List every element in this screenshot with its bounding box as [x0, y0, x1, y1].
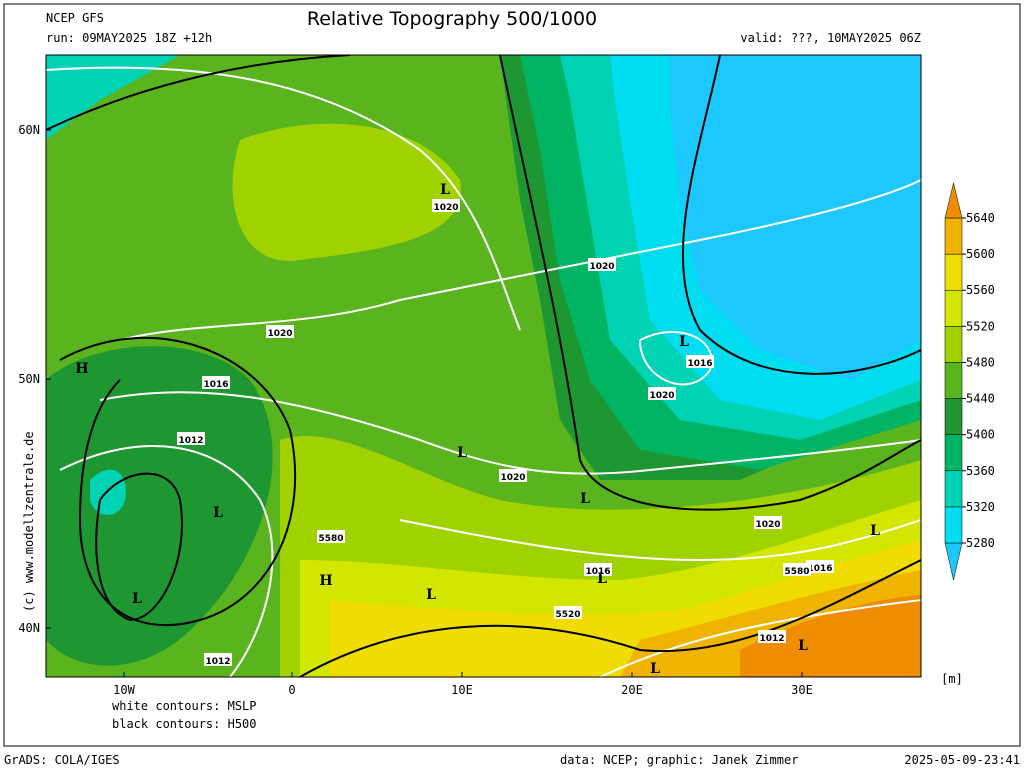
run: run: 09MAY2025 18Z +12h: [46, 31, 212, 45]
contour-label-box: [754, 516, 782, 529]
title: Relative Topography 500/1000: [307, 8, 597, 30]
contour-label: 1020: [755, 520, 780, 530]
colorbar-segment: [944, 217, 963, 255]
colorbar-segment: [944, 326, 963, 363]
lon-label: 20E: [621, 683, 643, 697]
colorbar-label: 5320: [966, 500, 995, 514]
pressure-center: L: [679, 334, 689, 350]
lat-label: 40N: [18, 621, 40, 635]
pressure-center: L: [213, 505, 223, 521]
contour-label-box: [317, 530, 345, 543]
colorbar-label: 5520: [966, 319, 995, 333]
contour-label-box: [588, 258, 616, 271]
pressure-center: H: [319, 573, 332, 589]
contour-label-box: [686, 355, 714, 368]
model: NCEP GFS: [46, 11, 104, 25]
contour-label-box: [806, 560, 834, 573]
colorbar-label: 5600: [966, 247, 995, 261]
contour-label: 5520: [555, 610, 580, 620]
contour-label: 5580: [784, 567, 809, 577]
map-frame: [45, 54, 922, 678]
contour-label: 1020: [649, 391, 674, 401]
colorbar-segment: [944, 398, 963, 435]
contour-label-box: [499, 469, 527, 482]
legend-white: white contours: MSLP: [112, 699, 257, 713]
contour-label: 1020: [433, 203, 458, 213]
pressure-center: H: [75, 361, 88, 377]
contour-label-box: [584, 563, 612, 576]
contour-label: 1016: [585, 567, 610, 577]
contour-label-box: [202, 376, 230, 389]
colorbar-label: 5440: [966, 392, 995, 406]
colorbar-segment: [944, 253, 963, 291]
colorbar-label: 5640: [966, 211, 995, 225]
pressure-center: L: [798, 638, 808, 654]
contour-label-box: [204, 653, 232, 666]
colorbar-segment: [944, 362, 963, 399]
colorbar-arrow-high: [944, 182, 963, 219]
credit: (c) www.modellzentrale.de: [22, 431, 36, 612]
lat-label: 60N: [18, 123, 40, 137]
colorbar-label: 5360: [966, 464, 995, 478]
lon-label: 10E: [451, 683, 473, 697]
contour-label: 1020: [267, 329, 292, 339]
pressure-center: L: [132, 591, 142, 607]
pressure-center: L: [597, 571, 607, 587]
colorbar-label: 5280: [966, 536, 995, 550]
pressure-center: L: [457, 445, 467, 461]
contour-label-box: [758, 630, 786, 643]
colorbar-arrow-low: [944, 542, 963, 581]
contour-label: 1016: [687, 359, 712, 369]
lon-label: 10W: [113, 683, 135, 697]
contour-label-box: [648, 387, 676, 400]
colorbar-unit: [m]: [941, 672, 963, 686]
contour-label: 1020: [500, 473, 525, 483]
colorbar-label: 5560: [966, 283, 995, 297]
contour-label: 1012: [178, 436, 203, 446]
pressure-center: L: [650, 661, 660, 677]
pressure-center: L: [440, 182, 450, 198]
footer-middle: data: NCEP; graphic: Janek Zimmer: [560, 753, 798, 767]
colorbar-label: 5480: [966, 355, 995, 369]
colorbar-segment: [944, 506, 963, 544]
pressure-center: L: [426, 587, 436, 603]
pressure-center: L: [870, 523, 880, 539]
contour-label: 1020: [589, 262, 614, 272]
colorbar-segment: [944, 434, 963, 472]
colorbar-segment: [944, 470, 963, 508]
colorbar-label: 5400: [966, 428, 995, 442]
valid: valid: ???, 10MAY2025 06Z: [740, 31, 921, 45]
pressure-center: L: [580, 491, 590, 507]
outer-frame: [3, 3, 1021, 747]
contour-label: 1016: [807, 564, 832, 574]
colorbar-segment: [944, 289, 963, 327]
lat-label: 50N: [18, 372, 40, 386]
contour-label-box: [783, 563, 811, 576]
footer-right: 2025-05-09-23:41: [904, 753, 1020, 767]
lon-label: 30E: [791, 683, 813, 697]
contour-label-box: [554, 606, 582, 619]
contour-label-box: [266, 325, 294, 338]
contour-label: 1012: [205, 657, 230, 667]
contour-label: 5580: [318, 534, 343, 544]
map: 1020 1020 1020 1016 1012 1020 1016 1020 1020 1016…: [46, 55, 921, 677]
contour-label-box: [177, 432, 205, 445]
contour-label-box: [432, 199, 460, 212]
contour-label: 1016: [203, 380, 228, 390]
legend-black: black contours: H500: [112, 717, 257, 731]
contour-label: 1012: [759, 634, 784, 644]
lon-label: 0: [288, 683, 295, 697]
footer-left: GrADS: COLA/IGES: [4, 753, 120, 767]
